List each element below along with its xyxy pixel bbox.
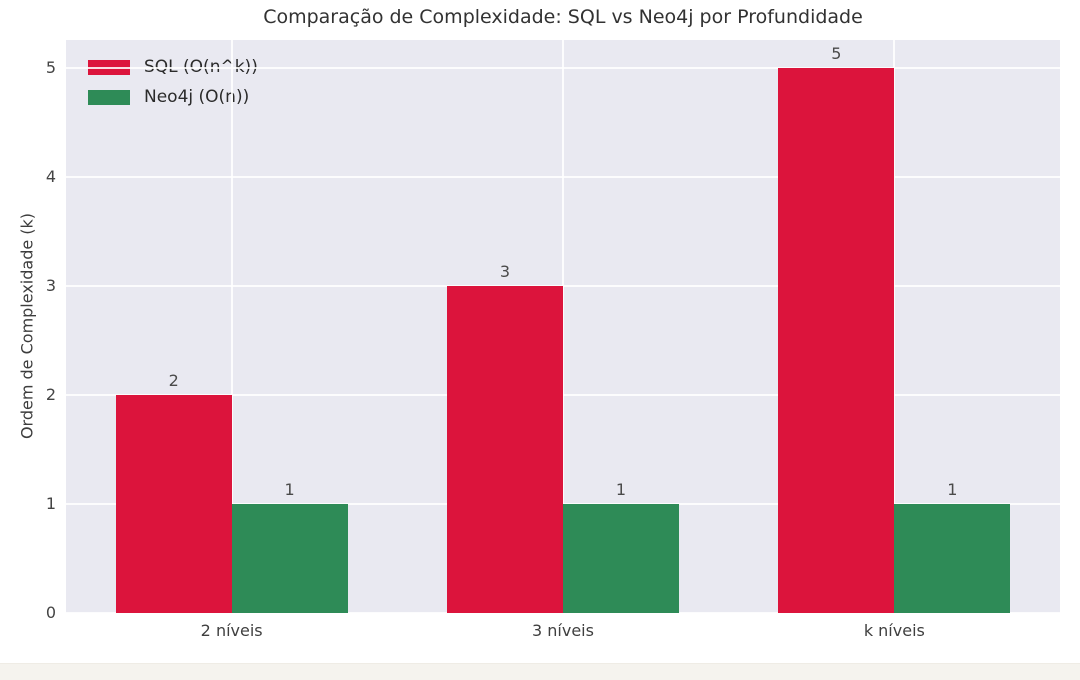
bar-value-label: 1 <box>947 480 958 500</box>
bar-sql-3 <box>778 68 895 613</box>
bar-neo4j-1 <box>231 504 348 613</box>
vertical-gridline <box>893 40 896 613</box>
bar-sql-1 <box>115 395 232 613</box>
bar-value-label: 3 <box>499 262 511 282</box>
y-tick-label: 5 <box>45 58 56 78</box>
bar-value-label: 5 <box>831 44 842 64</box>
legend-label: Neo4j (O(n)) <box>144 87 250 107</box>
bar-value-label: 2 <box>168 371 179 391</box>
legend-entry: Neo4j (O(n)) <box>88 85 258 109</box>
vertical-gridline <box>230 40 233 613</box>
y-tick-label: 4 <box>45 167 56 187</box>
bar-neo4j-3 <box>894 504 1011 613</box>
legend-label: SQL (O(n^k)) <box>144 57 258 77</box>
legend-swatch <box>88 59 130 75</box>
bottom-window-strip <box>0 663 1080 680</box>
x-tick-label: k níveis <box>863 621 925 640</box>
legend-entry: SQL (O(n^k)) <box>88 55 258 79</box>
x-tick-label: 2 níveis <box>200 621 263 640</box>
x-tick-label: 3 níveis <box>532 621 594 640</box>
bar-value-label: 1 <box>615 480 627 500</box>
vertical-gridline <box>562 40 564 613</box>
plot-area: SQL (O(n^k)) Neo4j (O(n)) 2 3 5 1 1 1 <box>66 40 1060 613</box>
y-tick-label: 2 <box>45 385 56 405</box>
chart-figure: Comparação de Complexidade: SQL vs Neo4j… <box>17 6 1060 640</box>
bar-neo4j-2 <box>563 504 679 613</box>
y-tick-label: 3 <box>45 276 56 296</box>
y-axis-label: Ordem de Complexidade (k) <box>17 212 37 440</box>
bar-sql-2 <box>447 286 563 613</box>
legend-swatch <box>88 89 130 105</box>
legend: SQL (O(n^k)) Neo4j (O(n)) <box>88 55 258 115</box>
y-tick-label: 0 <box>45 603 56 622</box>
chart-title: Comparação de Complexidade: SQL vs Neo4j… <box>263 6 863 28</box>
bar-value-label: 1 <box>284 480 295 500</box>
y-tick-label: 1 <box>45 494 56 514</box>
